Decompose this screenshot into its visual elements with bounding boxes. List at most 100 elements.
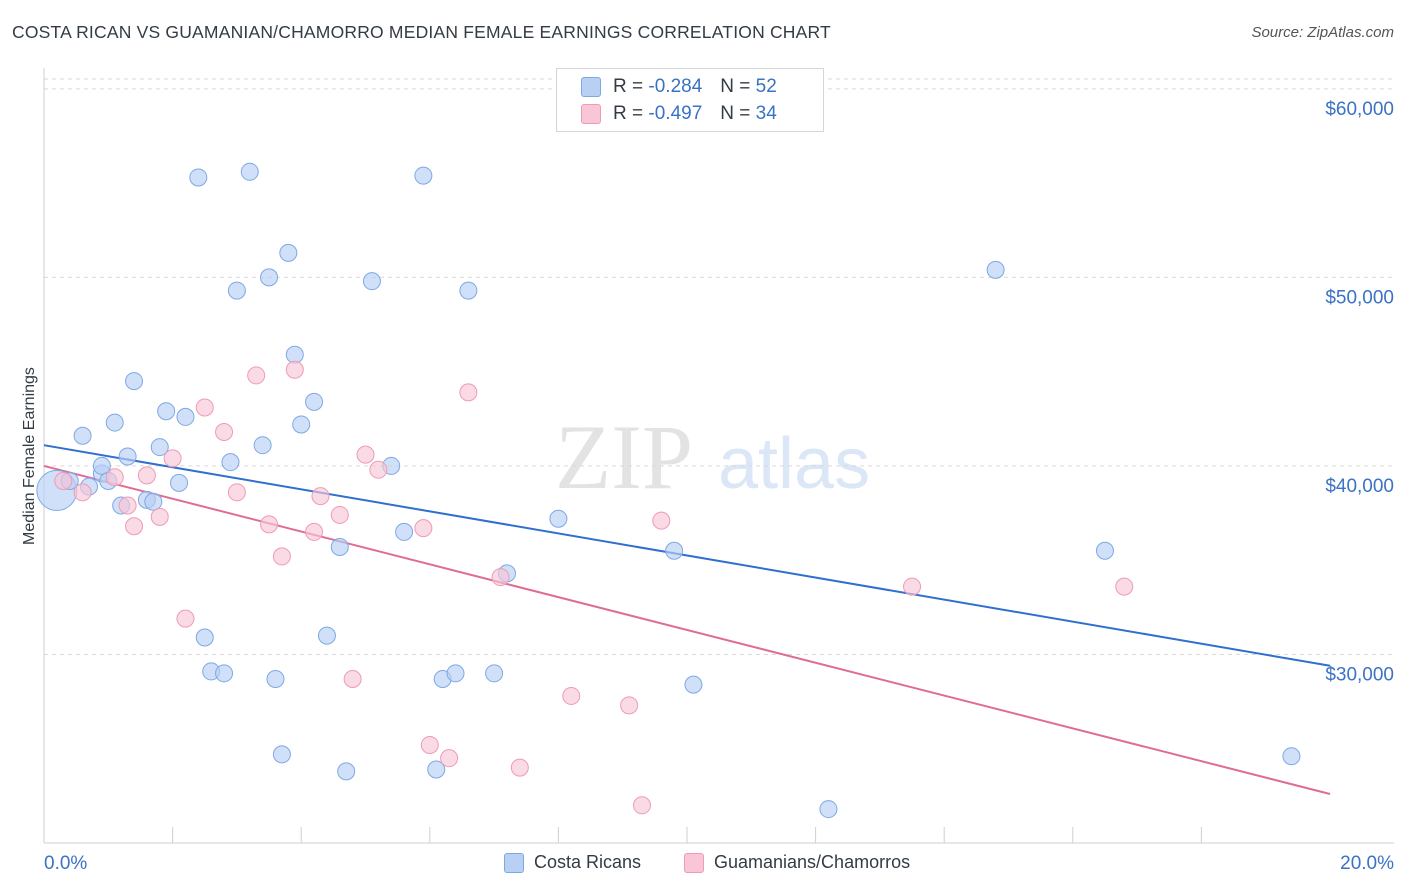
data-point-guamanians: [330, 505, 349, 524]
data-point-costa-ricans: [414, 166, 433, 185]
data-point-costa-ricans: [1282, 747, 1301, 766]
data-point-costa-ricans: [170, 473, 189, 492]
data-point-costa-ricans: [266, 669, 285, 688]
data-point-guamanians: [491, 568, 510, 587]
data-point-guamanians: [105, 468, 124, 487]
data-point-guamanians: [903, 577, 922, 596]
data-point-costa-ricans: [150, 438, 169, 457]
data-point-costa-ricans: [253, 436, 272, 455]
data-point-costa-ricans: [73, 426, 92, 445]
data-point-costa-ricans: [330, 537, 349, 556]
data-point-guamanians: [343, 669, 362, 688]
data-point-costa-ricans: [272, 745, 291, 764]
data-point-costa-ricans: [819, 800, 838, 819]
data-point-costa-ricans: [986, 260, 1005, 279]
watermark-zip: ZIP: [555, 406, 693, 508]
data-point-costa-ricans: [260, 268, 279, 287]
watermark: ZIP atlas: [555, 406, 870, 508]
data-point-costa-ricans: [176, 407, 195, 426]
data-point-guamanians: [311, 487, 330, 506]
data-point-costa-ricans: [215, 664, 234, 683]
data-point-costa-ricans: [395, 522, 414, 541]
data-point-guamanians: [420, 735, 439, 754]
data-point-costa-ricans: [446, 664, 465, 683]
legend-label-costa-ricans: Costa Ricans: [534, 852, 642, 872]
data-point-costa-ricans: [427, 760, 446, 779]
data-point-guamanians: [1115, 577, 1134, 596]
legend-row-costa-ricans: R = -0.284 N = 52: [581, 75, 777, 99]
legend-swatch-blue: [504, 852, 524, 873]
legend-r-value: -0.497: [648, 103, 703, 124]
data-point-costa-ricans: [665, 541, 684, 560]
legend-r-label: R =: [613, 76, 644, 97]
trend-line-guamanians: [43, 464, 1331, 795]
data-point-guamanians: [247, 366, 266, 385]
data-point-guamanians: [562, 686, 581, 705]
data-point-guamanians: [195, 398, 214, 417]
data-point-guamanians: [356, 445, 375, 464]
data-point-guamanians: [260, 515, 279, 534]
legend-n-value: 34: [755, 103, 777, 124]
data-point-guamanians: [620, 696, 639, 715]
data-point-costa-ricans: [285, 345, 304, 364]
legend-n-label: N =: [720, 103, 751, 124]
data-point-guamanians: [176, 609, 195, 628]
data-point-costa-ricans: [157, 402, 176, 421]
legend-n-label: N =: [720, 76, 751, 97]
data-point-guamanians: [118, 496, 137, 515]
legend-series: Costa Ricans Guamanians/Chamorros: [0, 852, 1406, 878]
data-point-costa-ricans: [305, 392, 324, 411]
x-tick-label: 20.0%: [1340, 853, 1394, 874]
data-point-guamanians: [632, 796, 651, 815]
chart-title: COSTA RICAN VS GUAMANIAN/CHAMORRO MEDIAN…: [12, 22, 831, 42]
y-tick-label: $50,000: [1325, 287, 1394, 308]
data-point-costa-ricans: [362, 272, 381, 291]
source-label: Source: ZipAtlas.com: [1251, 24, 1394, 41]
data-point-costa-ricans: [125, 372, 144, 391]
data-point-guamanians: [272, 547, 291, 566]
data-point-guamanians: [440, 749, 459, 768]
data-point-costa-ricans: [337, 762, 356, 781]
legend-stats: R = -0.284 N = 52 R = -0.497 N = 34: [556, 68, 824, 132]
data-point-costa-ricans: [292, 415, 311, 434]
data-point-costa-ricans: [227, 281, 246, 300]
data-point-costa-ricans: [485, 664, 504, 683]
data-point-guamanians: [510, 758, 529, 777]
legend-r-value: -0.284: [648, 76, 703, 97]
data-point-costa-ricans: [221, 453, 240, 472]
data-point-guamanians: [215, 422, 234, 441]
data-point-guamanians: [137, 466, 156, 485]
data-point-guamanians: [285, 360, 304, 379]
data-point-costa-ricans: [1095, 541, 1114, 560]
data-point-guamanians: [163, 449, 182, 468]
data-point-guamanians: [369, 460, 388, 479]
data-point-costa-ricans: [549, 509, 568, 528]
data-point-guamanians: [54, 472, 73, 491]
watermark-atlas: atlas: [718, 424, 870, 504]
legend-n-value: 52: [755, 76, 777, 97]
data-point-costa-ricans: [189, 168, 208, 187]
legend-item-costa-ricans: Costa Ricans: [504, 852, 641, 873]
data-point-guamanians: [305, 522, 324, 541]
data-point-costa-ricans: [459, 281, 478, 300]
legend-item-guamanians: Guamanians/Chamorros: [684, 852, 910, 873]
data-point-guamanians: [150, 507, 169, 526]
y-tick-label: $30,000: [1325, 664, 1394, 685]
x-tick-label: 0.0%: [44, 853, 87, 874]
data-point-costa-ricans: [118, 447, 137, 466]
y-tick-label: $40,000: [1325, 476, 1394, 497]
legend-swatch-blue: [581, 77, 601, 97]
data-point-guamanians: [227, 483, 246, 502]
data-point-costa-ricans: [92, 456, 111, 475]
data-point-costa-ricans: [317, 626, 336, 645]
data-point-costa-ricans: [105, 413, 124, 432]
data-point-guamanians: [652, 511, 671, 530]
y-tick-label: $60,000: [1325, 99, 1394, 120]
data-point-costa-ricans: [279, 243, 298, 262]
data-point-guamanians: [459, 383, 478, 402]
data-point-costa-ricans: [195, 628, 214, 647]
data-point-costa-ricans: [684, 675, 703, 694]
legend-r-label: R =: [613, 103, 644, 124]
trend-line-costa-ricans: [43, 444, 1331, 667]
